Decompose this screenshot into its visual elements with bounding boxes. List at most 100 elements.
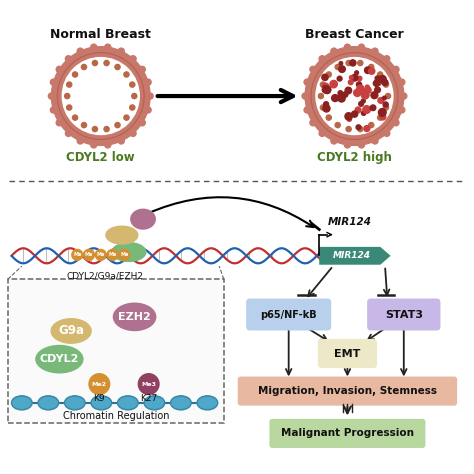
Circle shape [338, 95, 345, 102]
Circle shape [89, 374, 109, 394]
Circle shape [62, 57, 139, 135]
Circle shape [51, 47, 150, 146]
Circle shape [357, 76, 362, 81]
Circle shape [105, 44, 111, 50]
Circle shape [73, 72, 78, 77]
Circle shape [383, 105, 389, 110]
Text: p65/NF-kB: p65/NF-kB [260, 310, 317, 319]
Circle shape [331, 138, 337, 144]
Circle shape [345, 142, 350, 148]
Circle shape [372, 138, 378, 144]
Circle shape [358, 60, 363, 65]
Circle shape [335, 64, 340, 70]
Text: MIR124: MIR124 [328, 217, 372, 227]
Ellipse shape [112, 243, 146, 262]
Text: CDYL2 low: CDYL2 low [66, 151, 135, 164]
Circle shape [347, 117, 351, 121]
Circle shape [107, 249, 118, 260]
Circle shape [355, 71, 358, 74]
Circle shape [382, 80, 388, 85]
Circle shape [92, 127, 98, 132]
Ellipse shape [38, 396, 59, 410]
Ellipse shape [51, 319, 91, 343]
Text: K9: K9 [93, 394, 105, 403]
Circle shape [323, 86, 331, 94]
Circle shape [324, 86, 331, 93]
Circle shape [323, 86, 327, 89]
Circle shape [83, 249, 94, 260]
Circle shape [124, 72, 129, 77]
Circle shape [337, 76, 342, 81]
Circle shape [383, 96, 386, 100]
Circle shape [73, 115, 78, 120]
Circle shape [358, 127, 363, 132]
Circle shape [383, 102, 388, 107]
Circle shape [380, 114, 386, 120]
Circle shape [64, 93, 70, 99]
Ellipse shape [197, 396, 218, 410]
Text: Me: Me [73, 252, 82, 257]
Circle shape [369, 68, 375, 74]
Circle shape [138, 374, 159, 394]
Circle shape [332, 95, 338, 101]
Circle shape [145, 79, 151, 85]
Circle shape [361, 91, 369, 99]
Text: Me: Me [97, 252, 105, 257]
Text: Me: Me [120, 252, 128, 257]
Circle shape [104, 127, 109, 132]
Circle shape [82, 122, 87, 128]
Circle shape [48, 93, 55, 99]
Circle shape [356, 125, 361, 130]
Circle shape [72, 249, 82, 260]
Circle shape [357, 85, 364, 92]
Circle shape [351, 74, 358, 81]
Circle shape [374, 80, 379, 86]
Ellipse shape [113, 303, 156, 330]
Text: Normal Breast: Normal Breast [50, 28, 151, 41]
Text: Me: Me [108, 252, 117, 257]
FancyBboxPatch shape [367, 299, 440, 330]
Circle shape [319, 130, 325, 137]
Circle shape [56, 119, 62, 126]
Circle shape [324, 102, 328, 107]
Circle shape [365, 67, 371, 73]
Circle shape [326, 115, 331, 120]
Circle shape [304, 107, 310, 113]
Circle shape [401, 93, 407, 99]
Circle shape [118, 48, 124, 54]
Circle shape [322, 86, 329, 93]
Circle shape [383, 82, 389, 87]
Polygon shape [319, 247, 391, 264]
Ellipse shape [36, 346, 83, 373]
Circle shape [338, 91, 343, 95]
Circle shape [310, 119, 316, 126]
Text: Me3: Me3 [141, 382, 156, 387]
Circle shape [115, 64, 120, 70]
Circle shape [330, 81, 337, 88]
Ellipse shape [131, 210, 155, 229]
Circle shape [369, 122, 374, 128]
Ellipse shape [146, 397, 164, 408]
Ellipse shape [13, 397, 31, 408]
Circle shape [370, 105, 376, 110]
Circle shape [365, 85, 369, 89]
Ellipse shape [172, 397, 190, 408]
FancyBboxPatch shape [237, 376, 457, 406]
Ellipse shape [106, 226, 138, 244]
Circle shape [339, 66, 346, 73]
Ellipse shape [11, 396, 32, 410]
Circle shape [384, 56, 390, 62]
Circle shape [356, 82, 362, 87]
Circle shape [124, 115, 129, 120]
Circle shape [304, 79, 310, 85]
Text: Breast Cancer: Breast Cancer [305, 28, 404, 41]
Circle shape [139, 66, 146, 73]
Circle shape [322, 74, 328, 81]
Text: EMT: EMT [334, 348, 361, 358]
Circle shape [385, 93, 391, 99]
Text: CDYL2: CDYL2 [40, 354, 79, 364]
Circle shape [119, 249, 130, 260]
Circle shape [322, 83, 329, 90]
Circle shape [130, 82, 135, 87]
Circle shape [358, 44, 365, 50]
